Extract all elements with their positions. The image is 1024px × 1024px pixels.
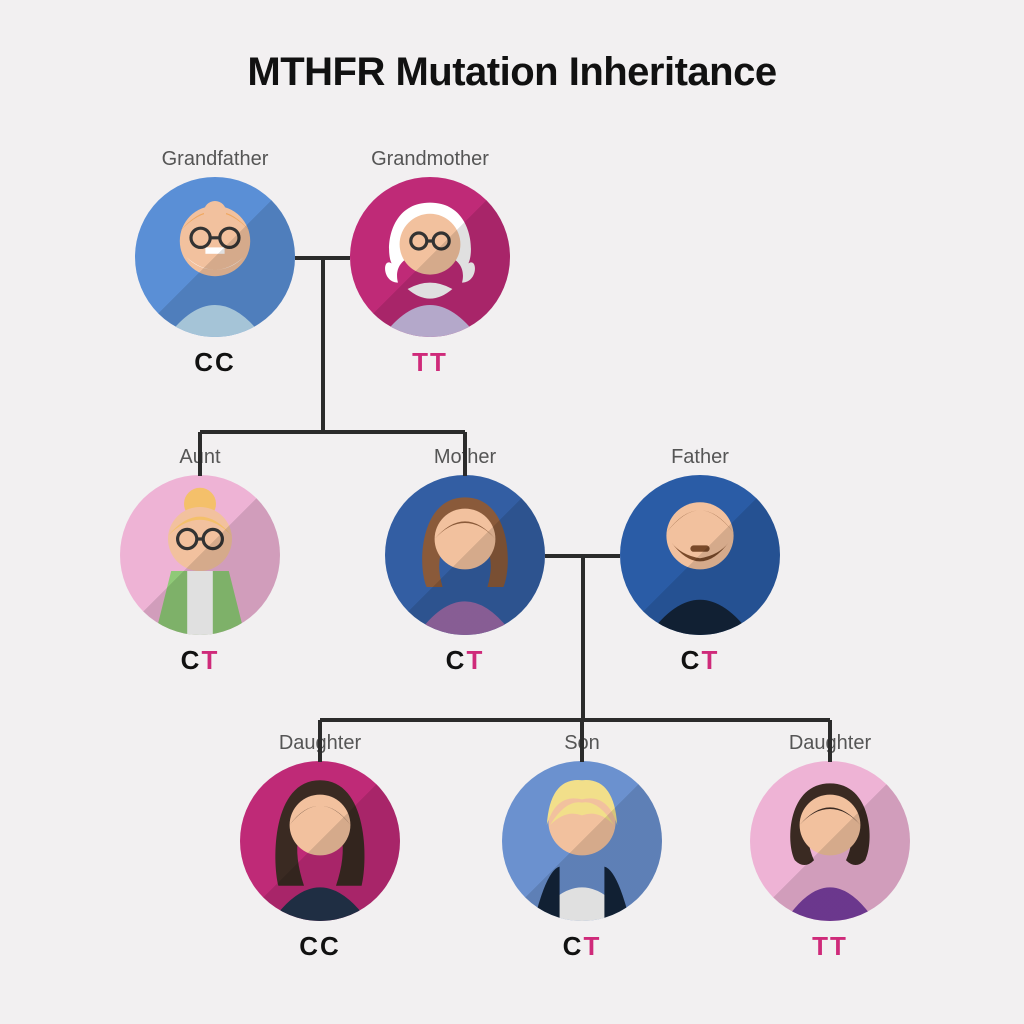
avatar-son — [502, 761, 662, 921]
avatar-daughter1 — [240, 761, 400, 921]
person-label: Grandfather — [135, 148, 295, 171]
connector-line — [200, 430, 465, 434]
person-label: Grandmother — [350, 148, 510, 171]
person-label: Father — [620, 446, 780, 469]
person-node-daughter2: Daughter TT — [750, 732, 910, 962]
person-node-daughter1: Daughter CC — [240, 732, 400, 962]
person-node-aunt: Aunt CT — [120, 446, 280, 676]
person-node-grandfather: Grandfather CC — [135, 148, 295, 378]
genotype: CT — [385, 645, 545, 676]
avatar-daughter2 — [750, 761, 910, 921]
connector-line — [580, 720, 584, 762]
connector-line — [463, 432, 467, 476]
avatar-grandfather — [135, 177, 295, 337]
genotype: TT — [350, 347, 510, 378]
avatar-mother — [385, 475, 545, 635]
avatar-aunt — [120, 475, 280, 635]
connector-line — [581, 556, 585, 720]
genotype: CT — [120, 645, 280, 676]
connector-line — [828, 720, 832, 762]
connector-line — [318, 720, 322, 762]
genotype: CT — [502, 931, 662, 962]
person-node-mother: Mother CT — [385, 446, 545, 676]
genotype: CT — [620, 645, 780, 676]
connector-line — [320, 718, 830, 722]
person-node-son: Son CT — [502, 732, 662, 962]
page-title: MTHFR Mutation Inheritance — [0, 50, 1024, 95]
genotype: TT — [750, 931, 910, 962]
connector-line — [198, 432, 202, 476]
genotype: CC — [240, 931, 400, 962]
genotype: CC — [135, 347, 295, 378]
person-node-grandmother: Grandmother TT — [350, 148, 510, 378]
avatar-grandmother — [350, 177, 510, 337]
avatar-father — [620, 475, 780, 635]
person-node-father: Father CT — [620, 446, 780, 676]
connector-line — [321, 258, 325, 432]
